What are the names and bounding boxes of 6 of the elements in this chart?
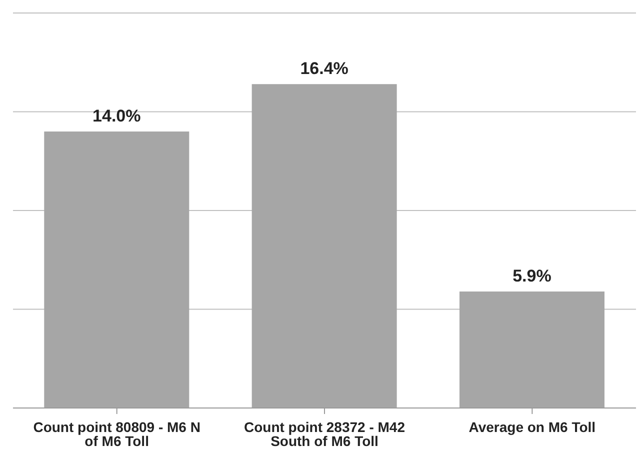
data-label: 5.9%: [512, 266, 552, 286]
x-tick-label: Average on M6 Toll: [468, 418, 596, 435]
x-tick-label: Count point 28372 - M42 South of M6 Toll: [244, 418, 406, 449]
data-label: 16.4%: [300, 59, 348, 78]
data-label: 14.0%: [92, 106, 141, 126]
x-tick-label: Count point 80809 - M6 N of M6 Toll: [33, 418, 200, 449]
